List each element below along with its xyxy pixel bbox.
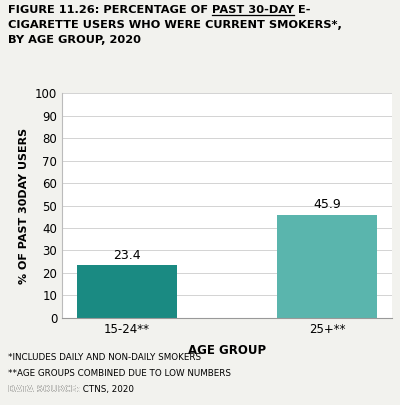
Text: FIGURE 11.26: PERCENTAGE OF: FIGURE 11.26: PERCENTAGE OF: [8, 5, 212, 15]
Text: 23.4: 23.4: [113, 249, 141, 262]
Y-axis label: % OF PAST 30DAY USERS: % OF PAST 30DAY USERS: [19, 128, 29, 284]
Bar: [277, 215, 377, 318]
Text: CIGARETTE USERS WHO WERE CURRENT SMOKERS*,: CIGARETTE USERS WHO WERE CURRENT SMOKERS…: [8, 20, 342, 30]
Text: DATA SOURCE:: DATA SOURCE:: [8, 385, 80, 394]
Text: DATA SOURCE:: DATA SOURCE:: [8, 385, 80, 394]
X-axis label: AGE GROUP: AGE GROUP: [188, 344, 266, 357]
Text: 45.9: 45.9: [313, 198, 341, 211]
Text: **AGE GROUPS COMBINED DUE TO LOW NUMBERS: **AGE GROUPS COMBINED DUE TO LOW NUMBERS: [8, 369, 231, 378]
Text: E-: E-: [294, 5, 311, 15]
Text: BY AGE GROUP, 2020: BY AGE GROUP, 2020: [8, 35, 141, 45]
Bar: [77, 265, 177, 318]
Text: *INCLUDES DAILY AND NON-DAILY SMOKERS: *INCLUDES DAILY AND NON-DAILY SMOKERS: [8, 353, 201, 362]
Text: CTNS, 2020: CTNS, 2020: [80, 385, 134, 394]
Text: PAST 30-DAY: PAST 30-DAY: [212, 5, 294, 15]
